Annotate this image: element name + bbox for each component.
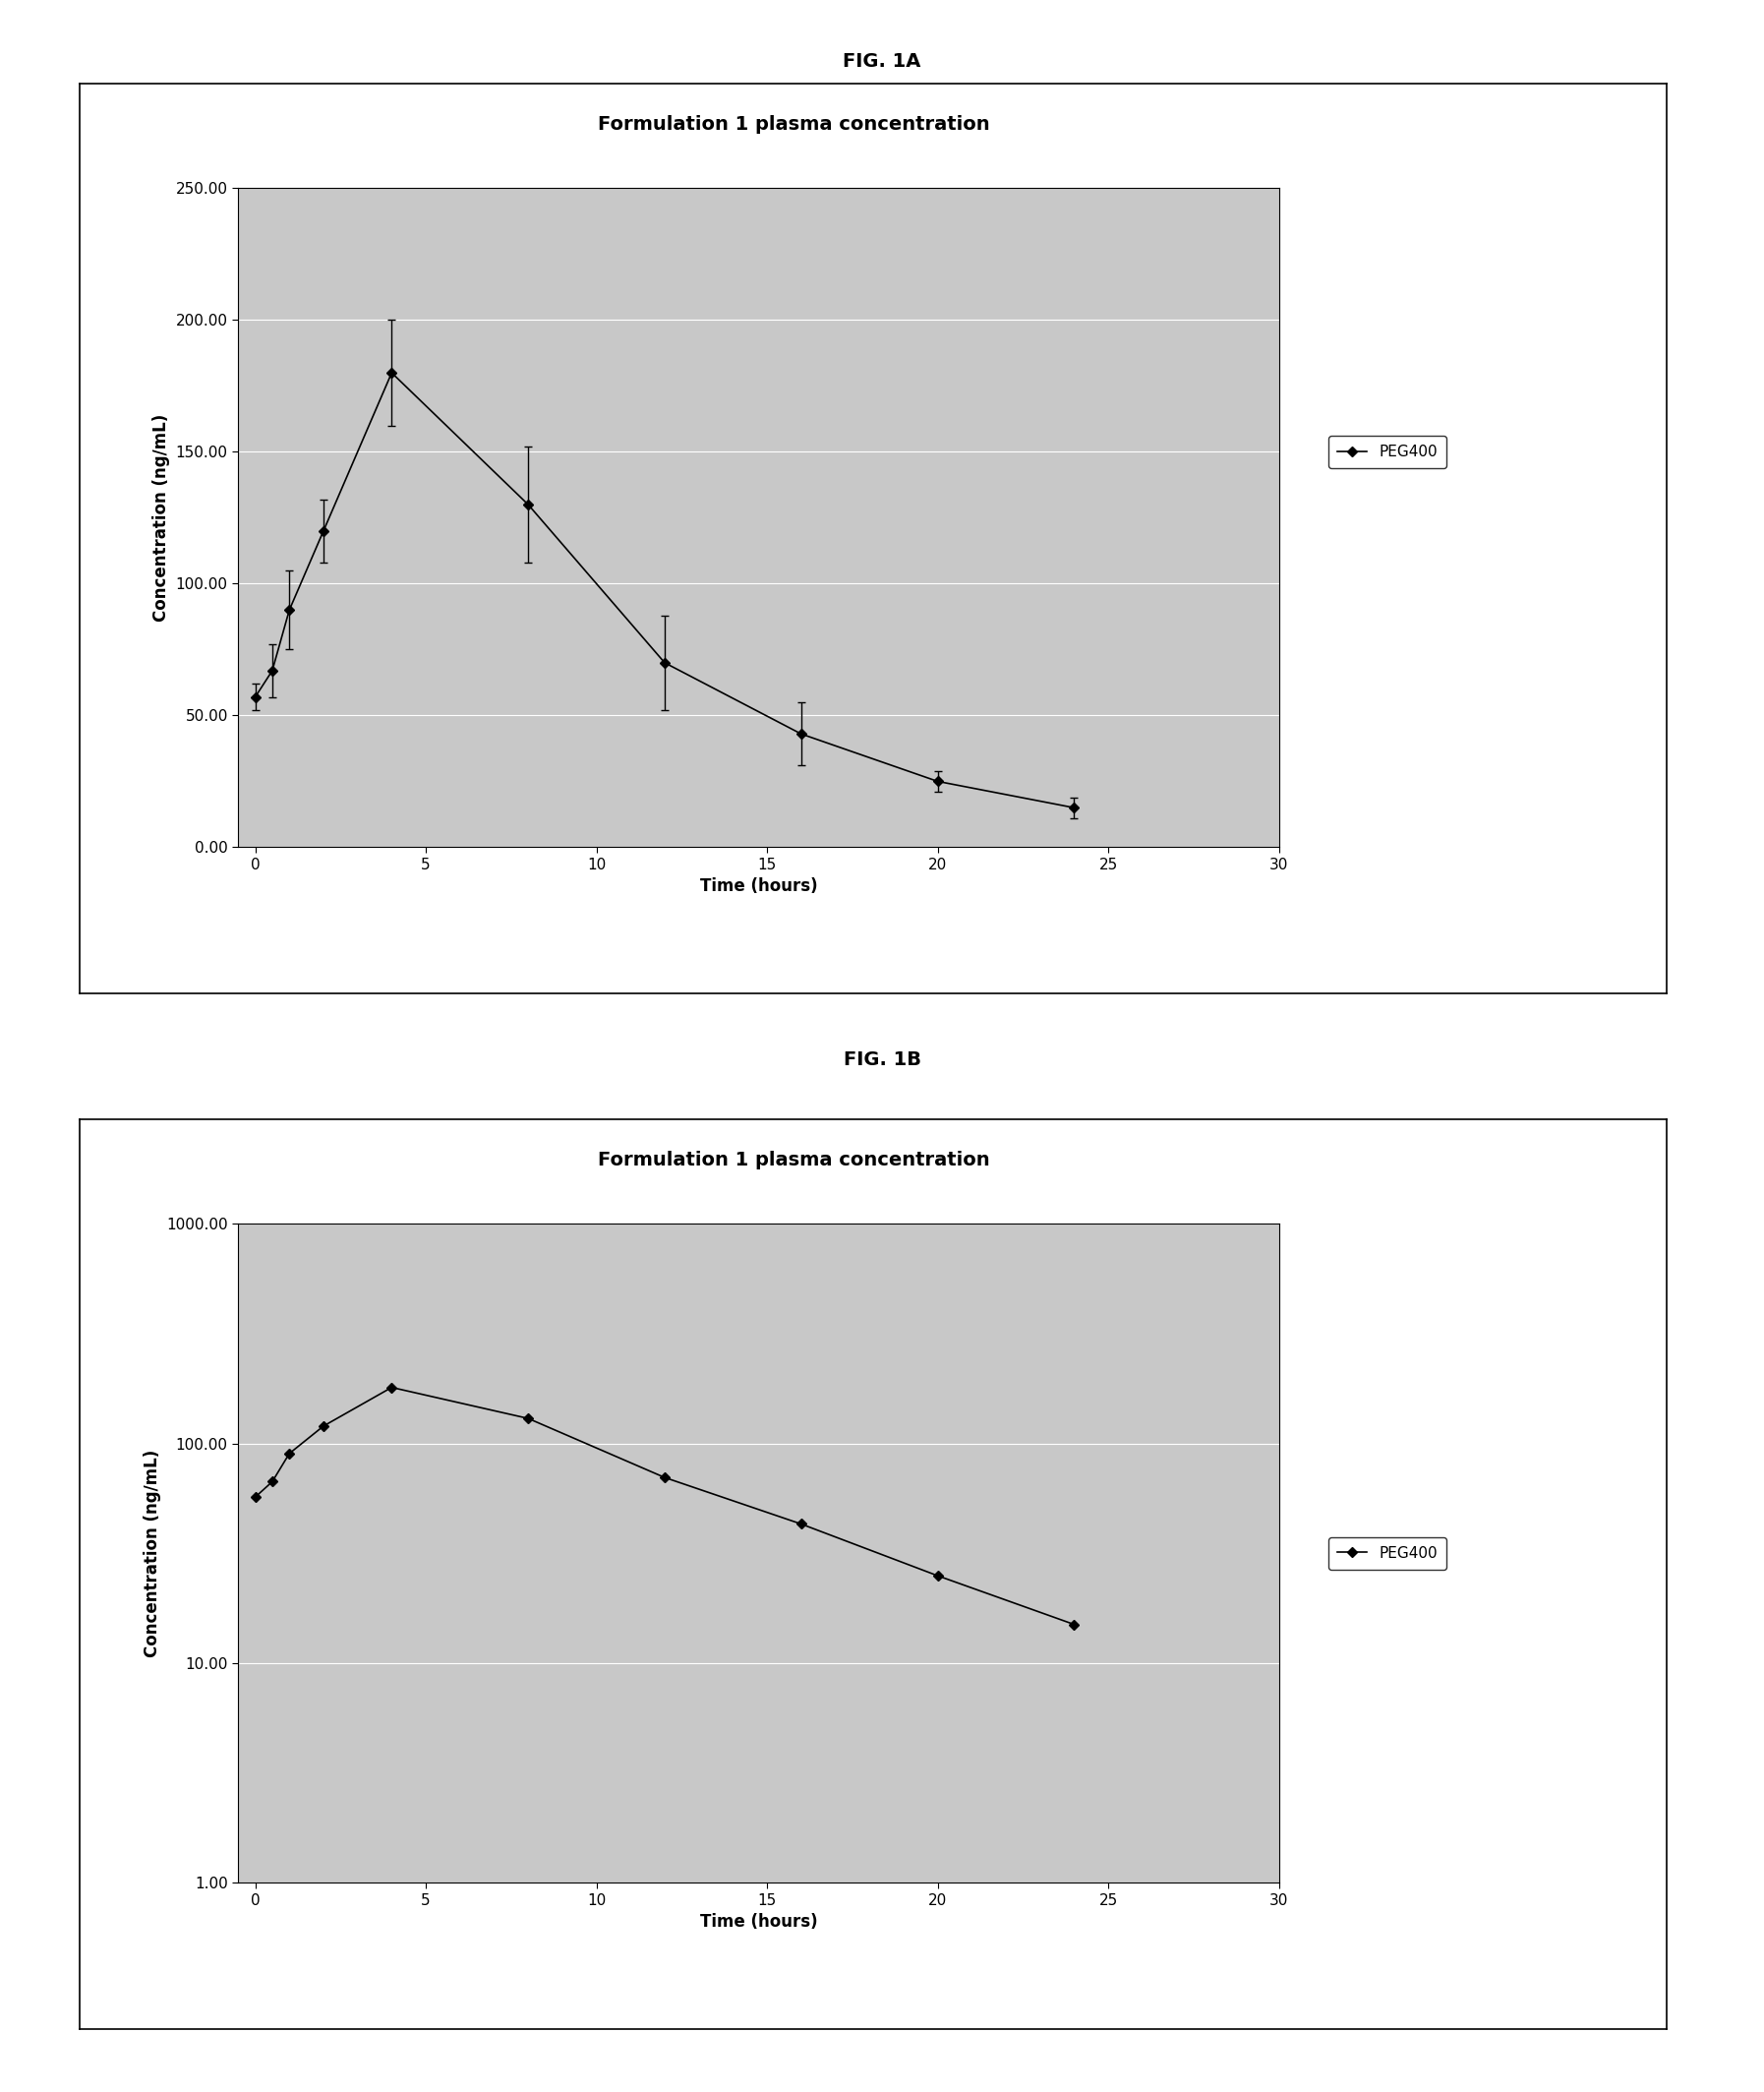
Text: FIG. 1A: FIG. 1A	[843, 52, 921, 71]
X-axis label: Time (hours): Time (hours)	[700, 879, 817, 895]
Y-axis label: Concentration (ng/mL): Concentration (ng/mL)	[153, 414, 171, 621]
X-axis label: Time (hours): Time (hours)	[700, 1914, 817, 1931]
Y-axis label: Concentration (ng/mL): Concentration (ng/mL)	[143, 1450, 161, 1657]
Legend: PEG400: PEG400	[1328, 1538, 1446, 1569]
Legend: PEG400: PEG400	[1328, 435, 1446, 469]
Text: FIG. 1B: FIG. 1B	[843, 1050, 921, 1069]
Text: Formulation 1 plasma concentration: Formulation 1 plasma concentration	[598, 115, 990, 134]
Text: Formulation 1 plasma concentration: Formulation 1 plasma concentration	[598, 1151, 990, 1169]
